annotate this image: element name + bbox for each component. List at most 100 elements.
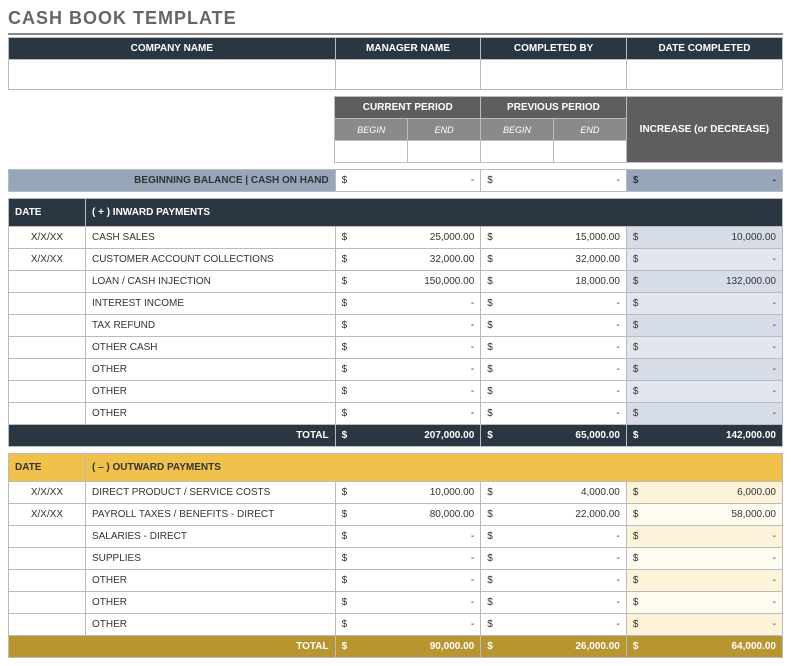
header-company: COMPANY NAME xyxy=(9,38,336,60)
table-row: X/X/XXPAYROLL TAXES / BENEFITS - DIRECT8… xyxy=(9,504,783,526)
row-cur[interactable]: - xyxy=(335,614,481,636)
row-prev[interactable]: 4,000.00 xyxy=(481,482,627,504)
row-cur[interactable]: - xyxy=(335,403,481,425)
row-prev[interactable]: 18,000.00 xyxy=(481,271,627,293)
total-cur: 207,000.00 xyxy=(335,425,481,447)
row-prev[interactable]: - xyxy=(481,548,627,570)
row-date[interactable]: X/X/XX xyxy=(9,249,86,271)
row-label: CASH SALES xyxy=(85,227,335,249)
beginning-balance-label: BEGINNING BALANCE | CASH ON HAND xyxy=(9,170,336,192)
row-cur[interactable]: - xyxy=(335,381,481,403)
row-prev[interactable]: - xyxy=(481,315,627,337)
row-prev[interactable]: 32,000.00 xyxy=(481,249,627,271)
cur-begin-input[interactable] xyxy=(335,141,408,163)
row-date[interactable] xyxy=(9,570,86,592)
completed-by-input[interactable] xyxy=(481,60,627,90)
total-inc: 64,000.00 xyxy=(626,636,782,658)
row-label: PAYROLL TAXES / BENEFITS - DIRECT xyxy=(85,504,335,526)
row-label: LOAN / CASH INJECTION xyxy=(85,271,335,293)
row-inc: - xyxy=(626,548,782,570)
row-label: SUPPLIES xyxy=(85,548,335,570)
beginning-balance-prev[interactable]: - xyxy=(481,170,627,192)
prev-begin-input[interactable] xyxy=(481,141,554,163)
row-label: OTHER xyxy=(85,570,335,592)
row-prev[interactable]: 15,000.00 xyxy=(481,227,627,249)
row-cur[interactable]: - xyxy=(335,315,481,337)
row-cur[interactable]: 10,000.00 xyxy=(335,482,481,504)
row-cur[interactable]: 150,000.00 xyxy=(335,271,481,293)
row-date[interactable] xyxy=(9,548,86,570)
beginning-balance-cur[interactable]: - xyxy=(335,170,481,192)
row-date[interactable] xyxy=(9,293,86,315)
table-row: LOAN / CASH INJECTION150,000.0018,000.00… xyxy=(9,271,783,293)
row-date[interactable] xyxy=(9,359,86,381)
total-prev: 26,000.00 xyxy=(481,636,627,658)
header-increase: INCREASE (or DECREASE) xyxy=(626,97,782,163)
row-cur[interactable]: - xyxy=(335,337,481,359)
row-prev[interactable]: - xyxy=(481,337,627,359)
row-date[interactable] xyxy=(9,381,86,403)
row-inc: - xyxy=(626,337,782,359)
row-label: OTHER xyxy=(85,403,335,425)
row-date[interactable] xyxy=(9,337,86,359)
row-prev[interactable]: - xyxy=(481,293,627,315)
row-label: OTHER xyxy=(85,381,335,403)
outward-table: DATE ( – ) OUTWARD PAYMENTS X/X/XXDIRECT… xyxy=(8,453,783,658)
total-row: TOTAL90,000.0026,000.0064,000.00 xyxy=(9,636,783,658)
manager-input[interactable] xyxy=(335,60,481,90)
row-inc: - xyxy=(626,315,782,337)
row-inc: 58,000.00 xyxy=(626,504,782,526)
table-row: OTHER--- xyxy=(9,381,783,403)
date-completed-input[interactable] xyxy=(626,60,782,90)
row-prev[interactable]: - xyxy=(481,614,627,636)
row-cur[interactable]: - xyxy=(335,548,481,570)
cur-end-input[interactable] xyxy=(408,141,481,163)
row-cur[interactable]: - xyxy=(335,359,481,381)
row-cur[interactable]: - xyxy=(335,293,481,315)
row-prev[interactable]: - xyxy=(481,592,627,614)
row-inc: - xyxy=(626,381,782,403)
total-label: TOTAL xyxy=(9,636,336,658)
table-row: OTHER--- xyxy=(9,592,783,614)
inward-title: ( + ) INWARD PAYMENTS xyxy=(85,199,782,227)
row-prev[interactable]: 22,000.00 xyxy=(481,504,627,526)
row-inc: - xyxy=(626,526,782,548)
row-date[interactable]: X/X/XX xyxy=(9,227,86,249)
table-row: OTHER--- xyxy=(9,570,783,592)
row-date[interactable] xyxy=(9,315,86,337)
row-cur[interactable]: - xyxy=(335,526,481,548)
row-prev[interactable]: - xyxy=(481,403,627,425)
period-table: CURRENT PERIOD PREVIOUS PERIOD INCREASE … xyxy=(8,96,783,163)
row-inc: - xyxy=(626,403,782,425)
row-cur[interactable]: - xyxy=(335,592,481,614)
row-date[interactable]: X/X/XX xyxy=(9,482,86,504)
row-label: OTHER xyxy=(85,359,335,381)
total-prev: 65,000.00 xyxy=(481,425,627,447)
header-prev-end: END xyxy=(553,119,626,141)
prev-end-input[interactable] xyxy=(553,141,626,163)
row-prev[interactable]: - xyxy=(481,359,627,381)
row-cur[interactable]: 80,000.00 xyxy=(335,504,481,526)
row-cur[interactable]: - xyxy=(335,570,481,592)
outward-date-header: DATE xyxy=(9,454,86,482)
row-prev[interactable]: - xyxy=(481,526,627,548)
row-cur[interactable]: 32,000.00 xyxy=(335,249,481,271)
row-date[interactable] xyxy=(9,403,86,425)
table-row: SALARIES - DIRECT--- xyxy=(9,526,783,548)
meta-table: COMPANY NAME MANAGER NAME COMPLETED BY D… xyxy=(8,37,783,90)
row-date[interactable] xyxy=(9,614,86,636)
row-prev[interactable]: - xyxy=(481,381,627,403)
table-row: OTHER--- xyxy=(9,403,783,425)
row-date[interactable]: X/X/XX xyxy=(9,504,86,526)
row-date[interactable] xyxy=(9,592,86,614)
row-date[interactable] xyxy=(9,526,86,548)
row-cur[interactable]: 25,000.00 xyxy=(335,227,481,249)
header-cur-end: END xyxy=(408,119,481,141)
company-input[interactable] xyxy=(9,60,336,90)
total-inc: 142,000.00 xyxy=(626,425,782,447)
header-prev-begin: BEGIN xyxy=(481,119,554,141)
total-label: TOTAL xyxy=(9,425,336,447)
row-label: DIRECT PRODUCT / SERVICE COSTS xyxy=(85,482,335,504)
row-date[interactable] xyxy=(9,271,86,293)
row-prev[interactable]: - xyxy=(481,570,627,592)
